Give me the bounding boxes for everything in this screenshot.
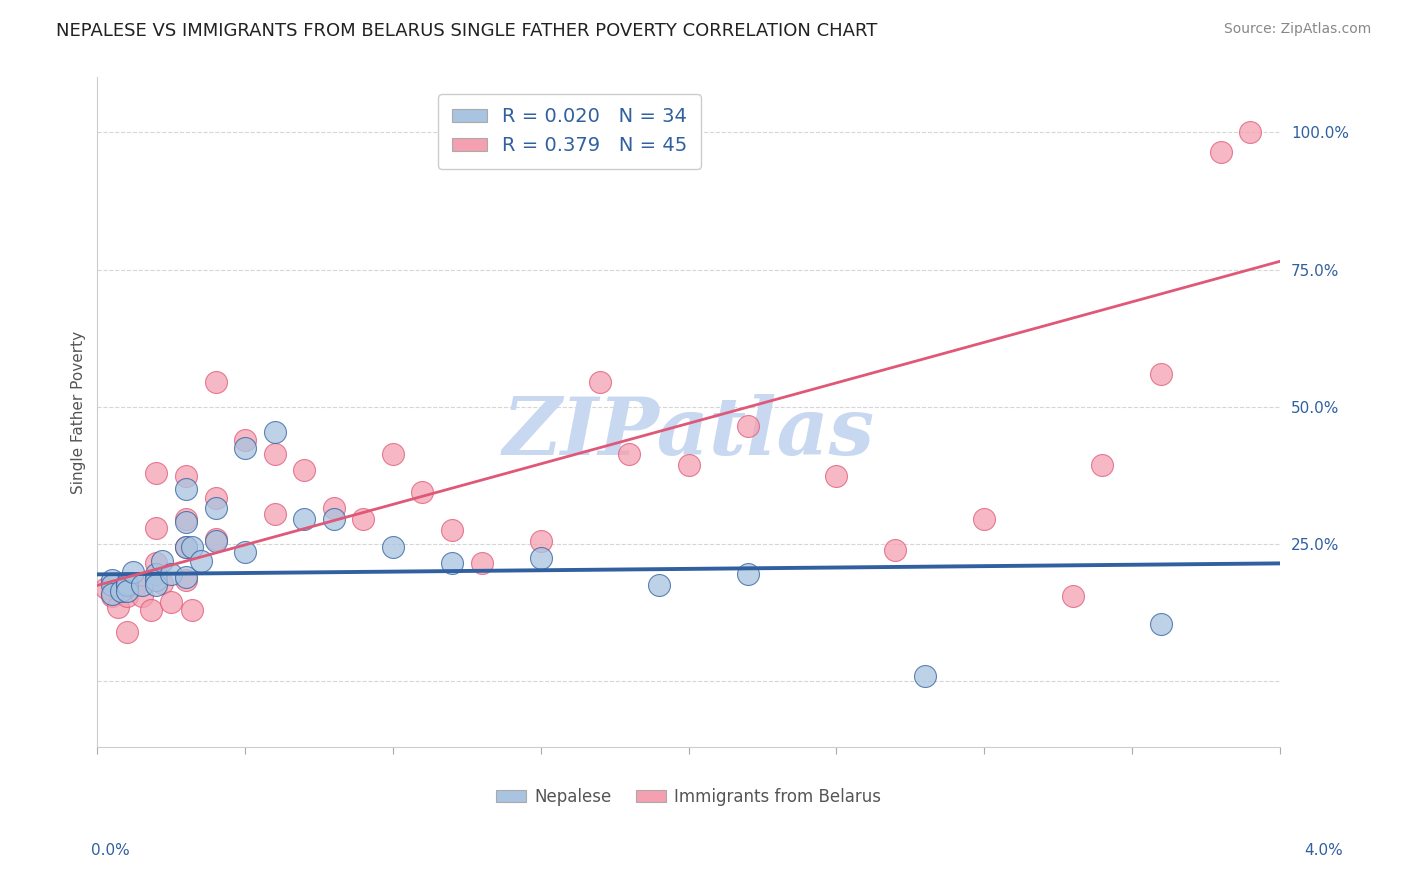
- Point: [530, 550, 553, 565]
- Point: [233, 441, 256, 455]
- Point: [110, 583, 132, 598]
- Point: [131, 578, 153, 592]
- Point: [131, 590, 153, 604]
- Point: [115, 625, 138, 640]
- Point: [381, 540, 404, 554]
- Point: [204, 491, 226, 505]
- Point: [737, 567, 759, 582]
- Point: [115, 578, 138, 592]
- Text: Source: ZipAtlas.com: Source: ZipAtlas.com: [1223, 22, 1371, 37]
- Point: [233, 433, 256, 447]
- Point: [1091, 458, 1114, 472]
- Point: [441, 557, 464, 571]
- Point: [1062, 590, 1084, 604]
- Text: ZIPatlas: ZIPatlas: [502, 393, 875, 471]
- Point: [263, 446, 285, 460]
- Point: [648, 578, 671, 592]
- Point: [204, 532, 226, 546]
- Point: [160, 567, 183, 582]
- Point: [101, 573, 124, 587]
- Point: [381, 446, 404, 460]
- Point: [1150, 367, 1173, 381]
- Point: [1239, 125, 1261, 139]
- Point: [471, 557, 494, 571]
- Point: [145, 557, 167, 571]
- Point: [352, 512, 374, 526]
- Point: [107, 600, 129, 615]
- Point: [174, 512, 197, 526]
- Point: [145, 578, 167, 592]
- Point: [204, 501, 226, 516]
- Point: [174, 570, 197, 584]
- Point: [973, 512, 995, 526]
- Point: [181, 603, 204, 617]
- Text: 4.0%: 4.0%: [1303, 843, 1343, 858]
- Point: [96, 581, 118, 595]
- Point: [292, 512, 315, 526]
- Point: [884, 542, 907, 557]
- Point: [115, 590, 138, 604]
- Point: [589, 375, 612, 389]
- Point: [174, 515, 197, 529]
- Point: [145, 573, 167, 587]
- Point: [115, 578, 138, 592]
- Point: [292, 463, 315, 477]
- Point: [174, 540, 197, 554]
- Point: [101, 590, 124, 604]
- Point: [530, 534, 553, 549]
- Point: [233, 545, 256, 559]
- Point: [101, 578, 124, 592]
- Point: [150, 575, 173, 590]
- Point: [678, 458, 700, 472]
- Point: [145, 521, 167, 535]
- Legend: Nepalese, Immigrants from Belarus: Nepalese, Immigrants from Belarus: [489, 781, 889, 813]
- Point: [181, 540, 204, 554]
- Point: [174, 468, 197, 483]
- Point: [1150, 616, 1173, 631]
- Point: [160, 595, 183, 609]
- Y-axis label: Single Father Poverty: Single Father Poverty: [72, 331, 86, 494]
- Text: 0.0%: 0.0%: [91, 843, 131, 858]
- Point: [115, 583, 138, 598]
- Point: [737, 419, 759, 434]
- Point: [145, 466, 167, 480]
- Point: [914, 669, 936, 683]
- Point: [190, 554, 212, 568]
- Point: [150, 554, 173, 568]
- Point: [411, 485, 433, 500]
- Point: [263, 507, 285, 521]
- Point: [174, 483, 197, 497]
- Point: [441, 524, 464, 538]
- Point: [204, 375, 226, 389]
- Point: [139, 603, 162, 617]
- Point: [101, 586, 124, 600]
- Point: [1209, 145, 1232, 159]
- Text: NEPALESE VS IMMIGRANTS FROM BELARUS SINGLE FATHER POVERTY CORRELATION CHART: NEPALESE VS IMMIGRANTS FROM BELARUS SING…: [56, 22, 877, 40]
- Point: [322, 501, 344, 516]
- Point: [174, 540, 197, 554]
- Point: [174, 573, 197, 587]
- Point: [825, 468, 848, 483]
- Point: [125, 578, 148, 592]
- Point: [121, 565, 143, 579]
- Point: [619, 446, 641, 460]
- Point: [145, 567, 167, 582]
- Point: [204, 534, 226, 549]
- Point: [263, 425, 285, 439]
- Point: [322, 512, 344, 526]
- Point: [115, 575, 138, 590]
